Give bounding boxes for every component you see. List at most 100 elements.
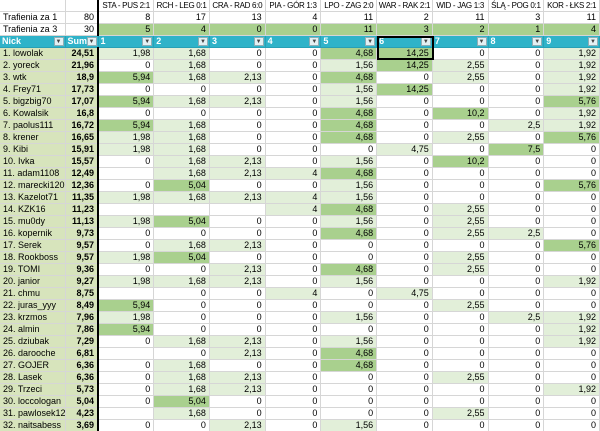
score-cell[interactable]: 0 <box>98 179 155 192</box>
score-cell[interactable]: 0 <box>488 155 545 168</box>
score-cell[interactable]: 0 <box>376 167 433 180</box>
match-header-cell[interactable]: WAR - RAK 2:1 <box>376 0 433 12</box>
score-cell[interactable]: 0 <box>376 299 433 312</box>
score-cell[interactable]: 2,13 <box>209 239 266 252</box>
score-cell[interactable]: 0 <box>488 407 545 420</box>
score-cell[interactable]: 5,04 <box>153 395 210 408</box>
score-cell[interactable]: 0 <box>543 371 600 384</box>
score-cell[interactable]: 1,68 <box>153 59 210 72</box>
score-cell[interactable]: 0 <box>376 383 433 396</box>
score-cell[interactable]: 5,76 <box>543 179 600 192</box>
score-cell[interactable]: 0 <box>543 347 600 360</box>
score-cell[interactable]: 1,98 <box>98 215 155 228</box>
score-cell[interactable]: 0 <box>376 311 433 324</box>
score-cell[interactable]: 0 <box>488 179 545 192</box>
score-cell[interactable]: 0 <box>488 215 545 228</box>
score-cell[interactable]: 0 <box>265 239 322 252</box>
score-cell[interactable]: 0 <box>320 251 378 264</box>
score-cell[interactable]: 2,55 <box>432 59 489 72</box>
score-cell[interactable]: 0 <box>98 263 155 276</box>
score-cell[interactable]: 0 <box>209 311 266 324</box>
score-cell[interactable]: 0 <box>209 107 266 120</box>
score-cell[interactable]: 1,56 <box>320 215 378 228</box>
filter-dropdown-icon[interactable]: ▼ <box>365 37 376 46</box>
score-cell[interactable]: 0 <box>432 143 489 156</box>
score-cell[interactable]: 0 <box>432 47 489 60</box>
score-cell[interactable]: 0 <box>265 407 322 420</box>
score-cell[interactable]: 0 <box>432 119 489 132</box>
score-cell[interactable]: 4,68 <box>320 119 378 132</box>
score-cell[interactable]: 1,68 <box>153 275 210 288</box>
filter-cell-match-6[interactable]: 6 ▼ <box>376 35 433 48</box>
score-cell[interactable]: 0 <box>376 155 433 168</box>
score-cell[interactable]: 0 <box>432 83 489 96</box>
score-cell[interactable]: 0 <box>488 203 545 216</box>
score-cell[interactable]: 0 <box>432 287 489 300</box>
score-cell[interactable]: 1,68 <box>153 131 210 144</box>
player-name-cell[interactable]: 3. wtk <box>0 71 66 84</box>
score-cell[interactable]: 0 <box>543 167 600 180</box>
score-cell[interactable]: 0 <box>209 407 266 420</box>
match-header-cell[interactable]: CRA - RAD 6:0 <box>209 0 266 12</box>
player-name-cell[interactable]: 11. adam1108 <box>0 167 66 180</box>
hits-value-cell[interactable]: 13 <box>209 11 266 24</box>
player-suma-cell[interactable]: 11,23 <box>65 203 99 216</box>
filter-dropdown-icon[interactable]: ▼ <box>197 37 208 46</box>
score-cell[interactable]: 0 <box>376 203 433 216</box>
score-cell[interactable]: 0 <box>153 287 210 300</box>
score-cell[interactable]: 0 <box>265 371 322 384</box>
score-cell[interactable]: 0 <box>488 131 545 144</box>
score-cell[interactable]: 0 <box>488 239 545 252</box>
score-cell[interactable]: 0 <box>98 59 155 72</box>
score-cell[interactable]: 0 <box>543 287 600 300</box>
filter-dropdown-icon[interactable]: ▼ <box>309 37 320 46</box>
score-cell[interactable]: 1,56 <box>320 335 378 348</box>
score-cell[interactable]: 2,5 <box>488 227 545 240</box>
player-suma-cell[interactable]: 16,65 <box>65 131 99 144</box>
score-cell[interactable]: 2,13 <box>209 419 266 431</box>
score-cell[interactable]: 0 <box>543 359 600 372</box>
score-cell[interactable]: 0 <box>488 251 545 264</box>
score-cell[interactable]: 1,68 <box>153 239 210 252</box>
match-header-cell[interactable]: RCH - LEG 0:1 <box>153 0 210 12</box>
score-cell[interactable] <box>153 203 210 216</box>
score-cell[interactable]: 0 <box>209 179 266 192</box>
player-suma-cell[interactable]: 9,57 <box>65 239 99 252</box>
score-cell[interactable]: 0 <box>488 107 545 120</box>
score-cell[interactable]: 1,92 <box>543 383 600 396</box>
player-name-cell[interactable]: 26. darooche <box>0 347 66 360</box>
score-cell[interactable]: 1,92 <box>543 323 600 336</box>
player-name-cell[interactable]: 12. marecki1207 <box>0 179 66 192</box>
score-cell[interactable]: 1,68 <box>153 335 210 348</box>
filter-dropdown-icon[interactable]: ▼ <box>86 37 97 46</box>
match-header-cell[interactable]: WID - JAG 1:3 <box>432 0 489 12</box>
score-cell[interactable]: 0 <box>265 347 322 360</box>
player-suma-cell[interactable]: 12,36 <box>65 179 99 192</box>
score-cell[interactable]: 0 <box>209 131 266 144</box>
score-cell[interactable] <box>209 203 266 216</box>
score-cell[interactable]: 5,94 <box>98 299 155 312</box>
score-cell[interactable]: 0 <box>376 275 433 288</box>
score-cell[interactable]: 0 <box>265 311 322 324</box>
score-cell[interactable]: 0 <box>432 419 489 431</box>
score-cell[interactable]: 0 <box>265 299 322 312</box>
score-cell[interactable]: 2,13 <box>209 71 266 84</box>
score-cell[interactable]: 2,55 <box>432 227 489 240</box>
player-suma-cell[interactable]: 6,36 <box>65 359 99 372</box>
score-cell[interactable]: 2,13 <box>209 167 266 180</box>
score-cell[interactable]: 1,56 <box>320 275 378 288</box>
filter-dropdown-icon[interactable]: ▼ <box>476 37 487 46</box>
score-cell[interactable]: 0 <box>432 395 489 408</box>
score-cell[interactable]: 0 <box>209 59 266 72</box>
score-cell[interactable]: 0 <box>432 275 489 288</box>
score-cell[interactable]: 1,56 <box>320 83 378 96</box>
score-cell[interactable]: 0 <box>320 299 378 312</box>
score-cell[interactable]: 2,55 <box>432 263 489 276</box>
score-cell[interactable]: 0 <box>543 215 600 228</box>
score-cell[interactable]: 1,98 <box>98 47 155 60</box>
score-cell[interactable]: 0 <box>209 227 266 240</box>
score-cell[interactable]: 0 <box>488 263 545 276</box>
score-cell[interactable]: 0 <box>543 395 600 408</box>
score-cell[interactable]: 4,75 <box>376 143 433 156</box>
score-cell[interactable]: 0 <box>488 395 545 408</box>
